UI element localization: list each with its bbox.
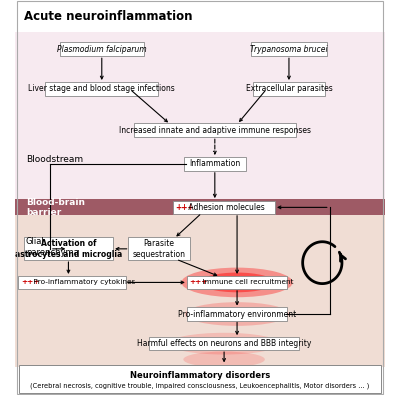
Ellipse shape: [182, 268, 293, 297]
Text: Immune cell recruitment: Immune cell recruitment: [200, 279, 293, 286]
FancyBboxPatch shape: [149, 337, 299, 350]
Text: Activation of
astrocytes and microglia: Activation of astrocytes and microglia: [15, 239, 122, 259]
Text: Parasite
sequestration: Parasite sequestration: [133, 239, 186, 259]
Text: Plasmodium falciparum: Plasmodium falciparum: [57, 45, 146, 54]
Text: +++: +++: [21, 279, 39, 286]
Text: Neuroinflammatory disorders: Neuroinflammatory disorders: [130, 371, 270, 380]
FancyBboxPatch shape: [134, 123, 296, 137]
Bar: [15, 0, 385, 32]
FancyBboxPatch shape: [187, 307, 287, 321]
FancyBboxPatch shape: [45, 82, 158, 96]
Text: Bloodstream: Bloodstream: [26, 156, 83, 164]
FancyBboxPatch shape: [19, 365, 381, 393]
FancyBboxPatch shape: [187, 276, 287, 289]
Text: +++: +++: [190, 279, 208, 286]
Text: Acute neuroinflammation: Acute neuroinflammation: [24, 10, 192, 23]
Bar: [15, 0, 385, 215]
FancyBboxPatch shape: [128, 237, 190, 260]
FancyBboxPatch shape: [24, 237, 113, 260]
Bar: [15, 215, 385, 367]
Text: Blood-brain
barrier: Blood-brain barrier: [26, 198, 85, 217]
Text: Glial
parenchyma: Glial parenchyma: [26, 237, 78, 257]
Text: +++: +++: [176, 203, 194, 212]
FancyBboxPatch shape: [173, 201, 275, 214]
FancyBboxPatch shape: [253, 82, 325, 96]
Bar: [15, 199, 385, 215]
FancyBboxPatch shape: [184, 157, 246, 171]
Ellipse shape: [183, 352, 265, 367]
Text: (Cerebral necrosis, cognitive trouble, impaired consciousness, Leukoencephalitis: (Cerebral necrosis, cognitive trouble, i…: [30, 382, 370, 389]
Text: Pro-inflammatory cytokines: Pro-inflammatory cytokines: [31, 279, 136, 286]
Text: Increased innate and adaptive immune responses: Increased innate and adaptive immune res…: [119, 126, 311, 135]
Text: Extracellular parasites: Extracellular parasites: [246, 85, 332, 93]
Ellipse shape: [168, 333, 280, 355]
FancyBboxPatch shape: [60, 42, 144, 56]
Text: Trypanosoma brucei: Trypanosoma brucei: [250, 45, 328, 54]
Ellipse shape: [200, 273, 274, 292]
Text: Inflammation: Inflammation: [189, 160, 240, 168]
FancyBboxPatch shape: [18, 276, 126, 289]
Text: Adhesion molecules: Adhesion molecules: [186, 203, 265, 212]
Text: Liver stage and blood stage infections: Liver stage and blood stage infections: [28, 85, 175, 93]
FancyBboxPatch shape: [251, 42, 327, 56]
Text: Harmful effects on neurons and BBB integrity: Harmful effects on neurons and BBB integ…: [137, 339, 311, 348]
Text: Pro-inflammatory environment: Pro-inflammatory environment: [178, 310, 296, 318]
Ellipse shape: [185, 302, 289, 326]
